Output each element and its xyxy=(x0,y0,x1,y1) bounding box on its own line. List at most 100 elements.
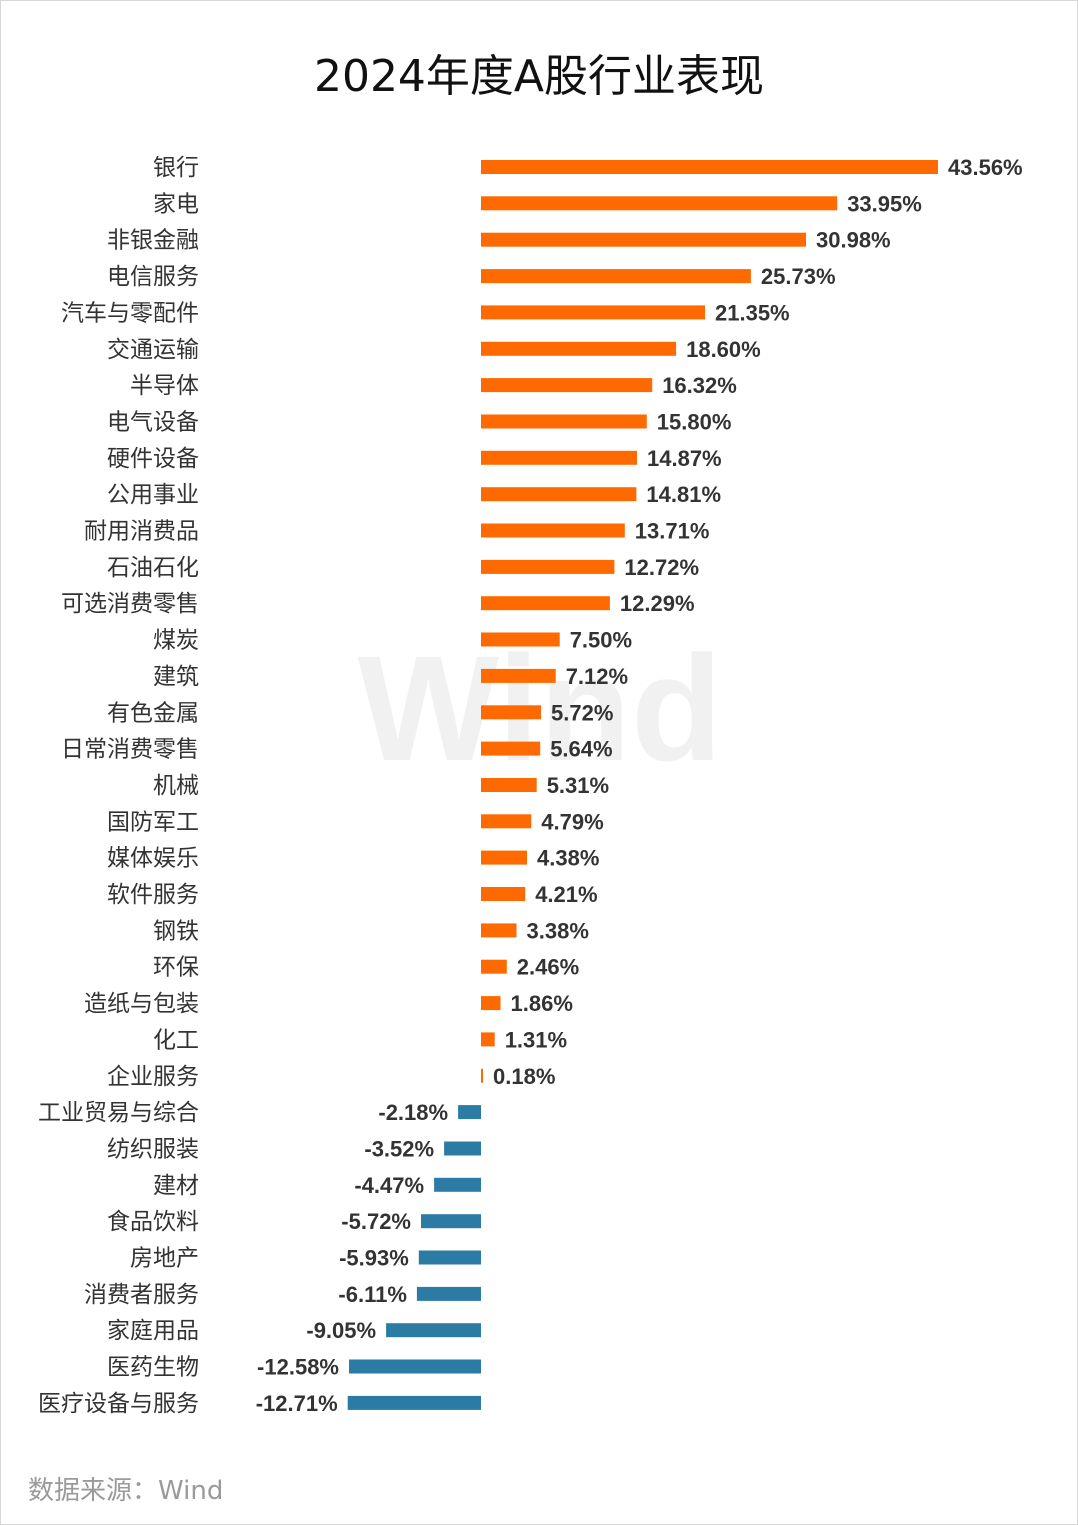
category-label-22: 环保 xyxy=(153,955,199,981)
bar-18 xyxy=(481,814,532,829)
value-label-15: 5.72% xyxy=(551,700,613,725)
category-label-23: 造纸与包装 xyxy=(84,991,199,1017)
value-label-5: 18.60% xyxy=(686,337,761,362)
category-label-0: 银行 xyxy=(153,155,199,181)
value-label-6: 16.32% xyxy=(662,373,737,398)
value-label-11: 12.72% xyxy=(624,555,699,580)
bar-25 xyxy=(481,1068,483,1083)
bar-7 xyxy=(481,414,647,429)
value-label-26: -2.18% xyxy=(378,1100,448,1125)
bar-12 xyxy=(481,596,610,611)
bar-11 xyxy=(481,559,615,574)
category-label-10: 耐用消费品 xyxy=(84,519,199,545)
bar-10 xyxy=(481,523,625,538)
bar-13 xyxy=(481,632,560,647)
value-label-25: 0.18% xyxy=(493,1064,555,1089)
bar-29 xyxy=(421,1214,481,1229)
value-label-16: 5.64% xyxy=(550,737,612,762)
category-label-28: 建材 xyxy=(153,1173,199,1199)
category-label-17: 机械 xyxy=(153,773,199,799)
bar-2 xyxy=(481,232,806,247)
category-label-24: 化工 xyxy=(153,1027,199,1053)
chart-title: 2024年度A股行业表现 xyxy=(313,51,765,102)
bar-28 xyxy=(434,1177,481,1192)
category-label-31: 消费者服务 xyxy=(84,1282,199,1308)
value-label-8: 14.87% xyxy=(647,446,722,471)
category-label-11: 石油石化 xyxy=(107,555,199,581)
category-label-3: 电信服务 xyxy=(107,264,199,290)
category-label-34: 医疗设备与服务 xyxy=(38,1391,199,1417)
bar-6 xyxy=(481,378,653,393)
value-label-29: -5.72% xyxy=(341,1209,411,1234)
category-label-15: 有色金属 xyxy=(107,700,199,726)
bar-27 xyxy=(444,1141,481,1156)
value-label-22: 2.46% xyxy=(517,955,579,980)
bar-34 xyxy=(347,1395,481,1410)
value-label-10: 13.71% xyxy=(635,519,710,544)
bar-14 xyxy=(481,668,556,683)
bar-22 xyxy=(481,959,507,974)
bar-21 xyxy=(481,923,517,938)
bar-30 xyxy=(418,1250,481,1265)
value-label-12: 12.29% xyxy=(620,591,695,616)
bar-16 xyxy=(481,741,541,756)
value-label-0: 43.56% xyxy=(948,155,1023,180)
bar-0 xyxy=(481,160,938,174)
category-label-18: 国防军工 xyxy=(107,809,199,835)
category-label-13: 煤炭 xyxy=(153,628,199,654)
category-label-2: 非银金融 xyxy=(107,228,199,254)
category-label-30: 房地产 xyxy=(130,1246,199,1272)
value-label-33: -12.58% xyxy=(257,1355,339,1380)
category-label-32: 家庭用品 xyxy=(107,1318,199,1344)
bar-32 xyxy=(386,1323,481,1338)
value-label-28: -4.47% xyxy=(354,1173,424,1198)
value-label-19: 4.38% xyxy=(537,846,599,871)
bar-23 xyxy=(481,996,501,1011)
category-label-16: 日常消费零售 xyxy=(61,737,199,763)
category-label-4: 汽车与零配件 xyxy=(61,300,199,326)
bar-5 xyxy=(481,341,677,356)
value-label-32: -9.05% xyxy=(306,1318,376,1343)
bar-33 xyxy=(349,1359,481,1374)
bar-24 xyxy=(481,1032,495,1047)
bar-15 xyxy=(481,705,541,720)
category-label-33: 医药生物 xyxy=(107,1355,199,1381)
value-label-23: 1.86% xyxy=(511,991,573,1016)
value-label-31: -6.11% xyxy=(338,1282,407,1307)
value-label-7: 15.80% xyxy=(657,410,732,435)
category-label-7: 电气设备 xyxy=(107,410,199,436)
value-label-9: 14.81% xyxy=(646,482,721,507)
bar-19 xyxy=(481,850,527,865)
value-label-1: 33.95% xyxy=(847,191,922,216)
value-label-30: -5.93% xyxy=(339,1246,409,1271)
bar-20 xyxy=(481,887,526,901)
category-label-25: 企业服务 xyxy=(107,1064,199,1090)
bar-26 xyxy=(458,1105,481,1120)
bar-31 xyxy=(416,1286,481,1301)
value-label-34: -12.71% xyxy=(256,1391,338,1416)
source-note: 数据来源：Wind xyxy=(28,1476,224,1506)
bar-1 xyxy=(481,196,838,211)
value-label-24: 1.31% xyxy=(505,1027,567,1052)
value-label-4: 21.35% xyxy=(715,300,790,325)
value-label-3: 25.73% xyxy=(761,264,836,289)
bar-3 xyxy=(481,269,751,284)
value-label-21: 3.38% xyxy=(527,918,589,943)
value-label-13: 7.50% xyxy=(570,628,632,653)
category-label-12: 可选消费零售 xyxy=(61,591,199,617)
value-label-18: 4.79% xyxy=(541,809,603,834)
category-label-5: 交通运输 xyxy=(107,337,199,363)
value-label-17: 5.31% xyxy=(547,773,609,798)
bar-9 xyxy=(481,487,637,502)
category-label-21: 钢铁 xyxy=(153,918,199,944)
category-label-8: 硬件设备 xyxy=(107,446,199,472)
value-label-27: -3.52% xyxy=(364,1137,434,1162)
category-label-1: 家电 xyxy=(153,191,199,217)
bar-17 xyxy=(481,778,537,792)
category-label-19: 媒体娱乐 xyxy=(107,846,199,872)
category-label-9: 公用事业 xyxy=(107,482,199,508)
category-label-14: 建筑 xyxy=(153,664,199,690)
category-label-26: 工业贸易与综合 xyxy=(38,1100,199,1126)
value-label-20: 4.21% xyxy=(535,882,597,907)
